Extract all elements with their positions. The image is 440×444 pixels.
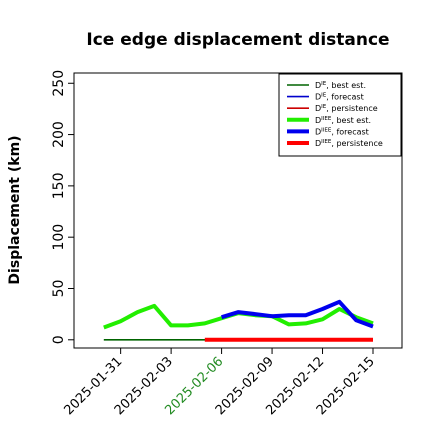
legend-label-4: DIIEE, best est. (315, 116, 371, 125)
chart-title: Ice edge displacement distance (86, 30, 389, 50)
y-tick-label: 200 (51, 121, 67, 148)
y-axis-label: Displacement (km) (7, 135, 23, 284)
y-tick-label: 250 (51, 70, 67, 97)
series-line-5 (221, 299, 374, 329)
legend-label-5: DIIEE, forecast (315, 127, 369, 136)
legend-label-3: DIE, persistence (315, 104, 378, 113)
y-tick-label: 50 (51, 280, 67, 298)
legend-label-2: DIE, forecast (315, 93, 364, 102)
plot-frame (73, 72, 403, 349)
legend-label-6: DIIEE, persistence (315, 139, 383, 148)
y-tick-label: 0 (51, 335, 67, 344)
y-tick-label: 150 (51, 173, 67, 200)
y-tick-label: 100 (51, 224, 67, 251)
legend-label-1: DIE, best est. (315, 81, 366, 90)
series-line-4 (103, 303, 374, 330)
legend: DIE, best est. DIE, forecast DIE, persiste… (278, 73, 402, 157)
